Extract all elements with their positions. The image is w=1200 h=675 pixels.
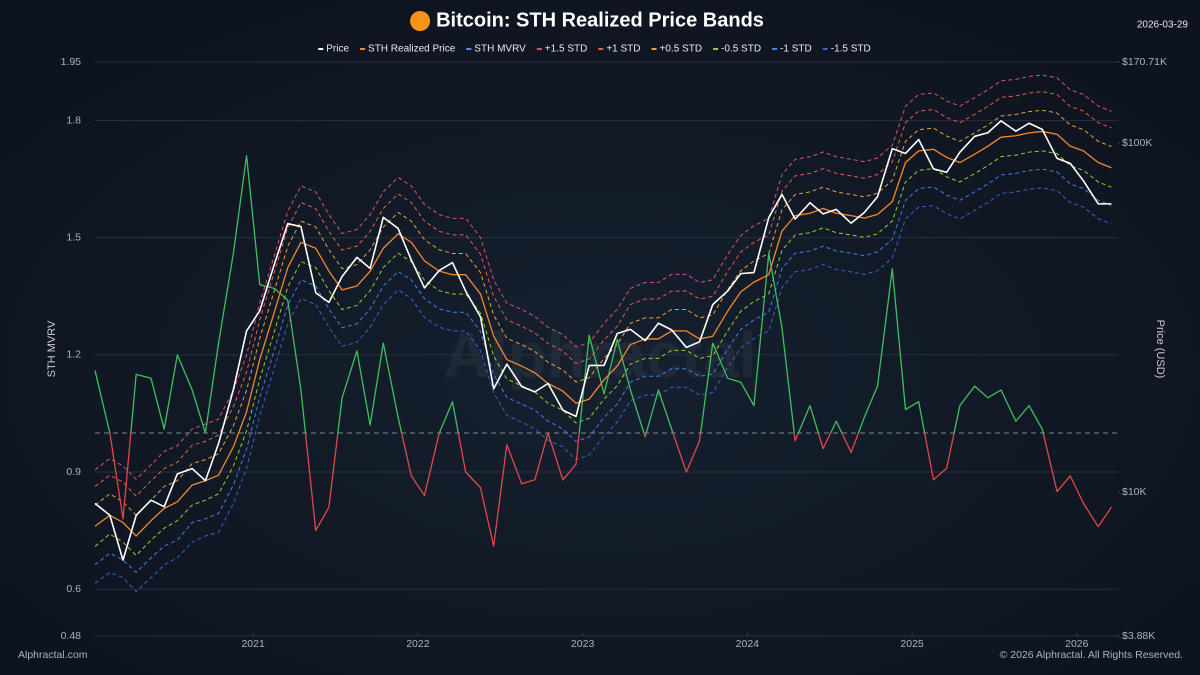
date-label: 2026-03-29: [1137, 20, 1189, 31]
bitcoin-icon: [410, 11, 431, 31]
series-line: [94, 168, 1112, 573]
series-line: [94, 74, 1112, 480]
legend: Price STH Realized Price STH MVRV +1.5 STD +…: [318, 44, 871, 55]
x-tick-label: 2022: [406, 638, 430, 650]
series-line: [94, 155, 1112, 547]
x-tick-label: 2024: [736, 638, 760, 650]
legend-label: +1 STD: [606, 44, 640, 55]
y2-tick-label: $10K: [1122, 486, 1147, 498]
title-group: Bitcoin: STH Realized Price Bands: [410, 9, 764, 31]
y-tick-label: 1.2: [66, 349, 81, 361]
legend-label: -0.5 STD: [721, 44, 761, 55]
x-tick-label: 2021: [241, 638, 265, 650]
source-label: Alphractal.com: [18, 649, 88, 661]
legend-label: STH MVRV: [474, 44, 526, 55]
x-tick-label: 2026: [1065, 638, 1089, 650]
y-tick-label: 0.48: [61, 630, 82, 642]
y-axis-title: STH MVRV: [46, 320, 58, 377]
chart-title: Bitcoin: STH Realized Price Bands: [436, 9, 764, 31]
y-tick-label: 1.95: [61, 56, 82, 68]
series-line: [94, 109, 1112, 516]
legend-label: +0.5 STD: [660, 44, 703, 55]
x-tick-label: 2025: [900, 638, 924, 650]
y-tick-label: 0.9: [66, 466, 81, 478]
series-line: [94, 187, 1112, 593]
copyright-label: © 2026 Alphractal. All Rights Reserved.: [1000, 649, 1183, 661]
legend-label: Price: [326, 44, 349, 55]
series-layer: [94, 74, 1118, 593]
series-line: [94, 120, 1112, 561]
series-line: [94, 150, 1112, 556]
y2-tick-label: $170.71K: [1122, 56, 1167, 68]
y-tick-label: 0.6: [66, 583, 81, 595]
x-tick-label: 2023: [571, 638, 595, 650]
y2-tick-label: $100K: [1122, 137, 1152, 149]
legend-label: -1 STD: [780, 44, 812, 55]
y-tick-label: 1.8: [66, 114, 81, 126]
y2-tick-label: $3.88K: [1122, 630, 1155, 642]
y-tick-label: 1.5: [66, 231, 81, 243]
legend-label: -1.5 STD: [831, 44, 871, 55]
y2-axis-title: Price (USD): [1154, 320, 1166, 379]
legend-label: +1.5 STD: [545, 44, 588, 55]
series-line: [94, 130, 1112, 537]
series-line: [94, 91, 1112, 497]
grid-layer: 0.48 0.6 0.9 1.2 1.5 1.8 1.95 $3.88K $10K $100K $1…: [61, 56, 1167, 650]
legend-label: STH Realized Price: [368, 44, 456, 55]
